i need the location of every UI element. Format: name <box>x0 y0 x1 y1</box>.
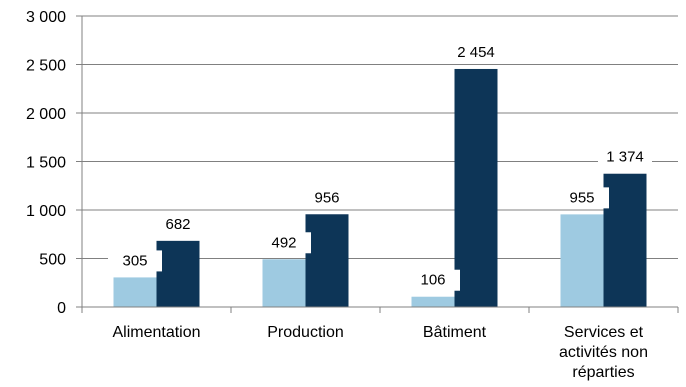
y-tick-label: 0 <box>57 300 66 317</box>
labels: 0 500 1 000 1 500 2 000 2 500 3 000 305 492 106 95… <box>26 9 652 381</box>
y-tick-label: 1 500 <box>26 155 66 172</box>
category-label: Services et <box>564 324 644 341</box>
bar-series-2 <box>305 214 349 307</box>
category-label: réparties <box>572 364 634 381</box>
category-label: Alimentation <box>112 324 200 341</box>
bars <box>113 68 647 307</box>
bar-series-1 <box>262 259 306 307</box>
axes <box>76 15 679 313</box>
category-label: Bâtiment <box>423 324 487 341</box>
data-label: 955 <box>569 189 594 206</box>
data-label: 106 <box>420 272 445 289</box>
data-label-background <box>598 146 652 168</box>
data-label: 682 <box>165 216 190 233</box>
bar-series-2 <box>603 173 647 307</box>
data-label: 305 <box>122 252 147 269</box>
data-label: 1 374 <box>606 149 644 166</box>
bar-series-2 <box>156 240 200 307</box>
data-label-background <box>406 269 460 291</box>
y-tick-label: 2 500 <box>26 58 66 75</box>
data-label: 2 454 <box>457 44 495 61</box>
data-label-background <box>555 187 609 209</box>
data-label-background <box>300 187 354 209</box>
y-tick-label: 1 000 <box>26 203 66 220</box>
bar-series-1 <box>560 214 604 307</box>
y-tick-label: 3 000 <box>26 9 66 26</box>
bar-series-2 <box>454 68 498 307</box>
data-label: 492 <box>271 234 296 251</box>
data-label-background <box>151 213 205 235</box>
category-label: Production <box>267 324 344 341</box>
category-label: activités non <box>559 344 648 361</box>
data-label-background <box>108 250 162 272</box>
y-tick-label: 2 000 <box>26 106 66 123</box>
y-tick-label: 500 <box>39 252 66 269</box>
bar-series-1 <box>113 277 157 307</box>
data-label-background <box>257 232 311 254</box>
bar-series-1 <box>411 296 455 307</box>
data-label-background <box>449 41 503 63</box>
data-label: 956 <box>314 189 339 206</box>
